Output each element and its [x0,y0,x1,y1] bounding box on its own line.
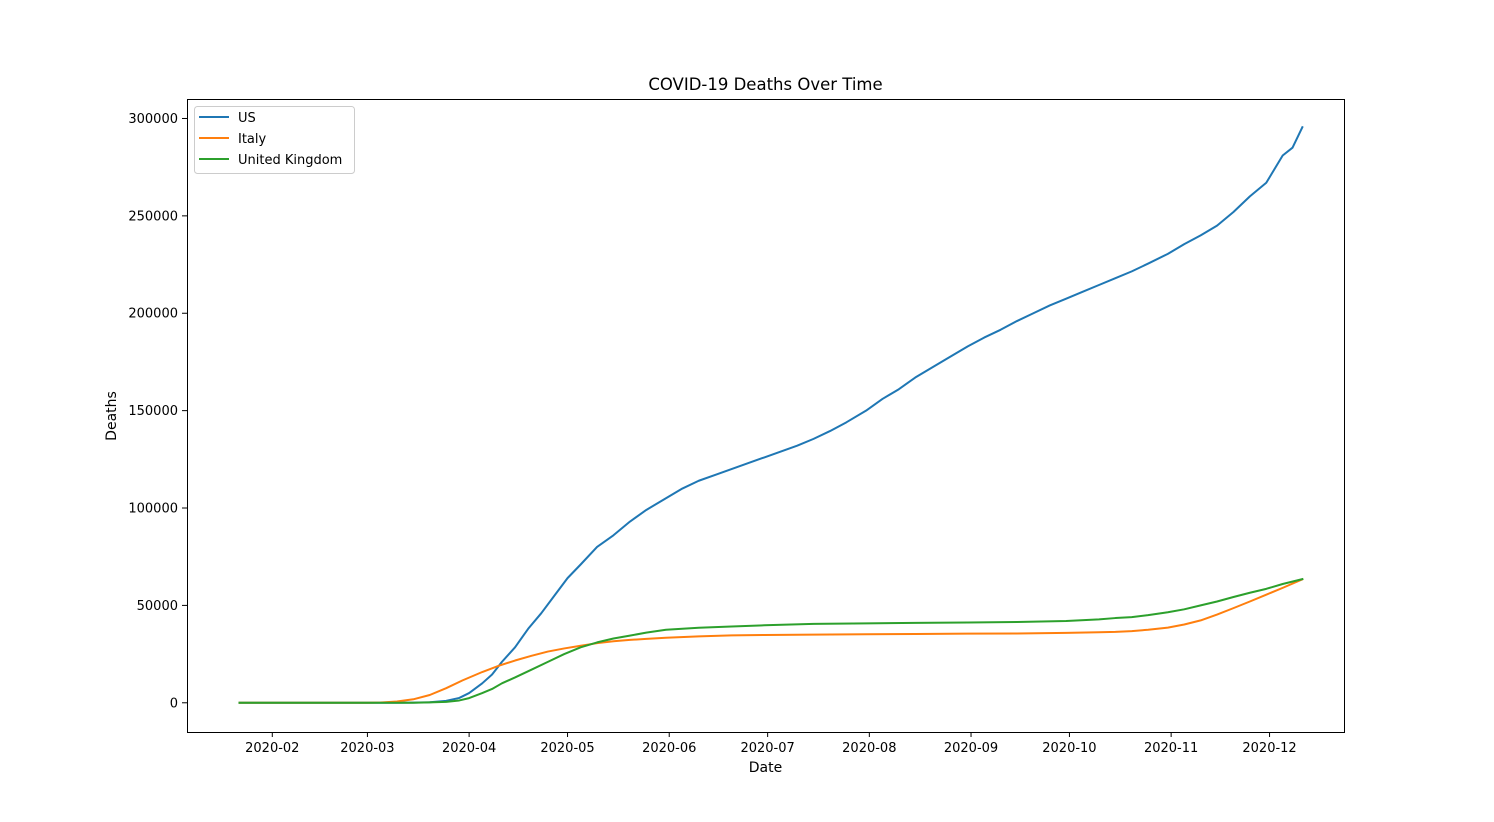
legend-box [194,106,355,174]
y-tick-label: 50000 [137,599,178,614]
series-layer [238,125,1304,704]
x-tick-label: 2020-11 [1144,741,1198,756]
y-axis: 0 50000 100000 150000 200000 250000 300000 [128,112,187,711]
legend: US Italy United Kingdom [194,106,355,174]
plot-frame [187,99,1345,733]
y-tick-label: 250000 [128,209,178,224]
x-tick-label: 2020-05 [540,741,594,756]
legend-label: Italy [238,132,267,147]
x-tick-label: 2020-04 [442,741,496,756]
series-line-us [238,125,1304,704]
series-line-united-kingdom [238,577,1304,704]
x-axis-label: Date [749,760,782,776]
y-tick-label: 300000 [128,112,178,127]
x-tick-label: 2020-03 [340,741,394,756]
legend-label: United Kingdom [238,153,342,168]
x-tick-label: 2020-08 [842,741,896,756]
y-tick-label: 100000 [128,502,178,517]
x-tick-label: 2020-09 [944,741,998,756]
series-line-italy [238,577,1304,704]
x-tick-label: 2020-10 [1042,741,1096,756]
x-tick-label: 2020-06 [642,741,696,756]
legend-label: US [238,111,256,126]
chart-title: COVID-19 Deaths Over Time [648,75,882,94]
y-tick-label: 200000 [128,307,178,322]
y-axis-label: Deaths [104,391,120,441]
y-tick-label: 150000 [128,404,178,419]
x-axis: 2020-02 2020-03 2020-04 2020-05 2020-06 2020-… [245,732,1297,756]
x-tick-label: 2020-07 [740,741,794,756]
x-tick-label: 2020-12 [1242,741,1296,756]
x-tick-label: 2020-02 [245,741,299,756]
y-tick-label: 0 [170,696,178,711]
